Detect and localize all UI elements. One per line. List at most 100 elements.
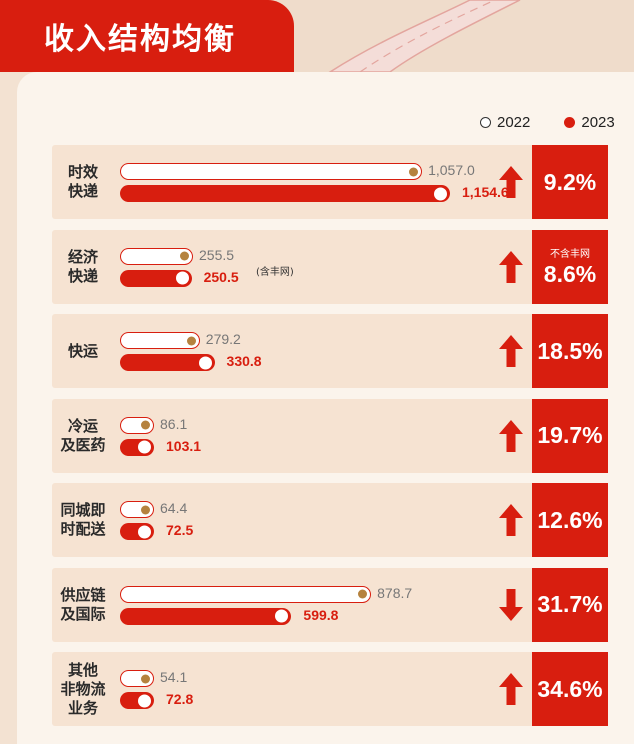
legend-2023-label: 2023 — [581, 114, 615, 131]
bar-2022 — [120, 163, 423, 180]
category-label: 冷运 及医药 — [52, 417, 114, 455]
arrow-up-icon — [499, 504, 523, 536]
bar-knob — [186, 336, 196, 345]
data-label-2023: 1,154.6 — [462, 184, 509, 200]
page-title: 收入结构均衡 — [44, 22, 236, 57]
data-label-2023: 330.8 — [226, 353, 262, 369]
growth-percent: 34.6% — [537, 675, 603, 702]
arrow-up-icon — [499, 673, 523, 705]
bar-knob — [137, 524, 152, 539]
bar-2022 — [120, 585, 372, 603]
road-decoration — [328, 0, 521, 72]
growth-percent: 9.2% — [543, 168, 597, 195]
category-label-line: 其他 — [67, 660, 98, 679]
bar-2022 — [120, 501, 154, 518]
chart-row: 其他 非物流 业务 54.1 72.8 34.6% — [52, 652, 608, 726]
growth-badge: 31.7% — [532, 567, 608, 642]
category-label-line: 及医药 — [60, 435, 106, 454]
bar-knob — [433, 186, 448, 201]
bar-2023 — [120, 269, 192, 287]
growth-badge: 12.6% — [532, 483, 608, 557]
bar-knob — [174, 270, 190, 286]
arrow-down-icon — [499, 588, 523, 621]
data-label-2022: 54.1 — [160, 669, 188, 685]
bar-2023 — [120, 354, 215, 371]
bar-2023 — [120, 523, 154, 540]
growth-percent: 12.6% — [537, 506, 603, 533]
bar-2023 — [120, 692, 154, 709]
bar-2023 — [120, 185, 450, 202]
growth-badge: 不含丰网 8.6% — [532, 229, 608, 304]
chart-row: 快运 279.2 330.8 18.5% — [52, 314, 608, 388]
category-label: 其他 非物流 业务 — [52, 661, 114, 718]
category-label-line: 业务 — [67, 698, 98, 717]
data-label-2022: 878.7 — [377, 584, 413, 601]
category-label-line: 时配送 — [60, 520, 106, 538]
category-label-line: 快递 — [67, 266, 98, 285]
category-label-line: 冷运 — [67, 416, 98, 435]
growth-percent: 18.5% — [537, 337, 603, 364]
category-label-line: 同城即 — [60, 501, 106, 519]
growth-badge: 19.7% — [532, 398, 608, 473]
data-label-2022: 255.5 — [199, 246, 235, 263]
legend-2022-marker — [480, 117, 491, 128]
category-label-line: 及国际 — [60, 604, 106, 623]
arrow-up-icon — [499, 166, 523, 198]
category-label-line: 经济 — [67, 247, 98, 266]
bar-knob — [409, 167, 419, 176]
category-label: 供应链 及国际 — [52, 586, 114, 624]
data-label-2023: 599.8 — [303, 606, 339, 623]
category-label: 快运 — [52, 342, 114, 361]
bar-knob — [274, 608, 290, 624]
bar-knob — [180, 251, 190, 261]
category-label-line: 非物流 — [60, 679, 106, 698]
chart-row: 时效 快递 1,057.0 1,154.6 9.2% — [52, 145, 608, 219]
category-label: 同城即 时配送 — [52, 501, 114, 539]
chart-row: 同城即 时配送 64.4 72.5 12.6% — [52, 483, 608, 557]
data-label-2022: 1,057.0 — [428, 162, 475, 178]
bar-knob — [137, 693, 152, 708]
data-label-2023: 103.1 — [166, 437, 202, 454]
data-label-2023: 72.8 — [166, 691, 194, 707]
bar-knob — [137, 439, 152, 455]
growth-percent: 8.6% — [543, 261, 597, 287]
data-label-2023: 72.5 — [166, 522, 194, 538]
category-label-line: 快运 — [67, 341, 98, 360]
chart-row: 经济 快递 255.5 250.5 (含丰网) 不含丰网 8.6% — [52, 229, 608, 304]
legend-2022-label: 2022 — [497, 114, 531, 131]
legend: 2022 2023 — [480, 114, 615, 131]
bar-knob — [141, 420, 150, 430]
chart-row: 供应链 及国际 878.7 599.8 31.7% — [52, 567, 608, 642]
bar-knob — [141, 505, 150, 514]
growth-note: 不含丰网 — [550, 249, 590, 260]
arrow-up-icon — [499, 335, 523, 367]
arrow-up-icon — [499, 419, 523, 452]
data-label-2023: 250.5 — [203, 268, 239, 285]
data-label-2022: 64.4 — [160, 500, 188, 516]
growth-percent: 31.7% — [537, 591, 603, 617]
growth-percent: 19.7% — [537, 422, 603, 448]
growth-badge: 9.2% — [532, 145, 608, 219]
growth-badge: 34.6% — [532, 652, 608, 726]
bar-knob — [358, 589, 368, 599]
category-label-line: 快递 — [67, 182, 98, 200]
category-label-line: 时效 — [67, 163, 98, 181]
bar-knob — [141, 674, 150, 683]
growth-badge: 18.5% — [532, 314, 608, 388]
legend-2023-marker — [564, 117, 576, 128]
bar-2022 — [120, 247, 194, 265]
bar-2023 — [120, 607, 292, 625]
bar-2022 — [120, 332, 200, 349]
category-label: 经济 快递 — [52, 248, 114, 286]
category-label-line: 供应链 — [60, 585, 106, 604]
chart-row: 冷运 及医药 86.1 103.1 19.7% — [52, 398, 608, 473]
category-label: 时效 快递 — [52, 163, 114, 201]
arrow-up-icon — [499, 250, 523, 283]
bar-2022 — [120, 416, 154, 434]
bar-2022 — [120, 670, 154, 687]
bar-knob — [197, 355, 213, 370]
data-label-2022: 279.2 — [205, 331, 241, 347]
annotation-note: (含丰网) — [256, 266, 294, 278]
data-label-2022: 86.1 — [160, 415, 188, 432]
title-tab: 收入结构均衡 — [0, 0, 294, 72]
